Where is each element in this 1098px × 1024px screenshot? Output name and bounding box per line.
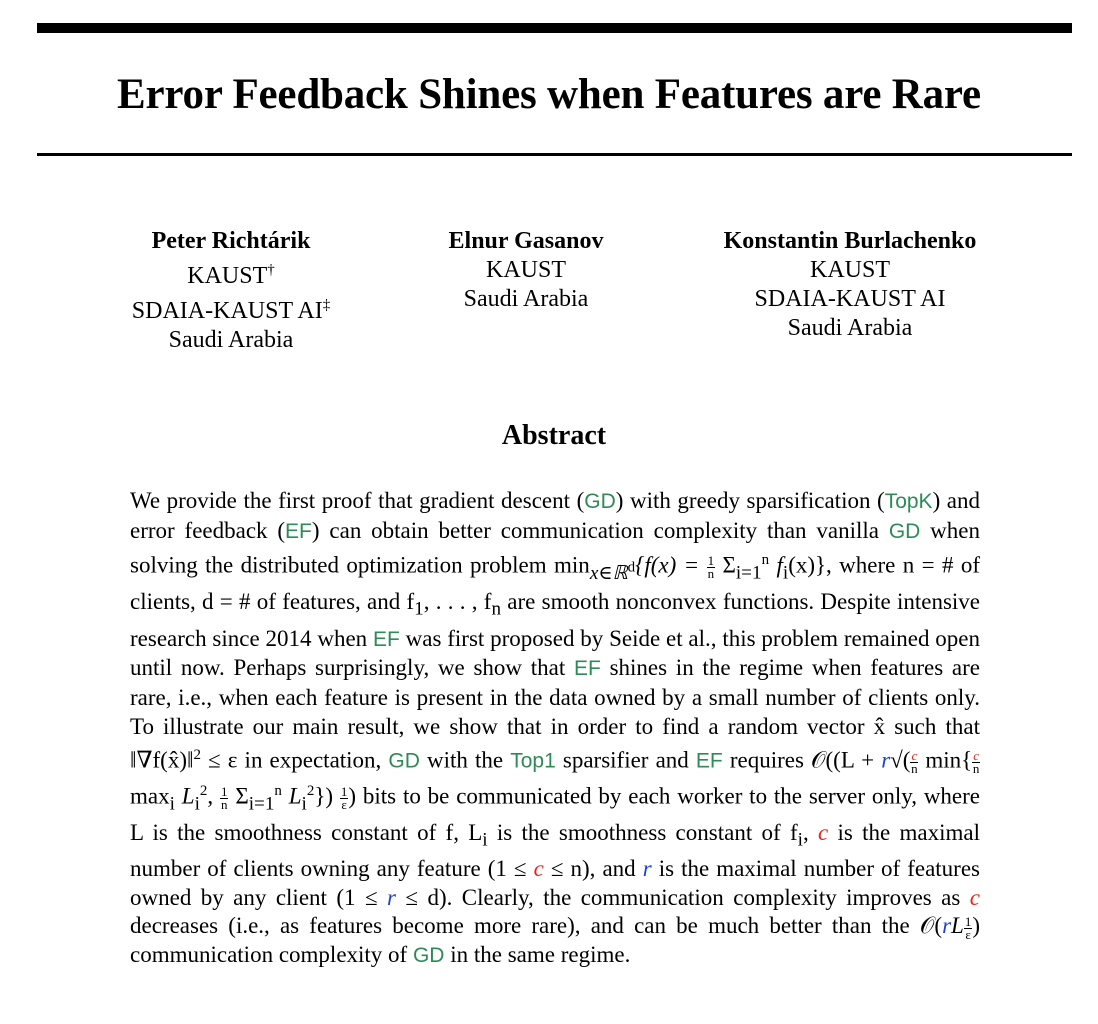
author-affiliation: SDAIA-KAUST AI — [754, 286, 946, 312]
author-country: Saudi Arabia — [787, 315, 913, 341]
acronym-ef[interactable]: EF — [285, 519, 312, 543]
author-block-1: Peter Richtárik KAUST† SDAIA-KAUST AI‡ S… — [96, 227, 366, 355]
author-affiliation: KAUST — [809, 257, 890, 283]
acronym-gd[interactable]: GD — [388, 750, 420, 774]
author-affiliation: SDAIA-KAUST AI‡ — [131, 297, 331, 324]
top-rule — [37, 23, 1072, 33]
param-c: c — [817, 819, 829, 845]
acronym-ef[interactable]: EF — [574, 657, 601, 681]
paper-title: Error Feedback Shines when Features are … — [117, 71, 981, 118]
author-name: Elnur Gasanov — [448, 228, 604, 254]
param-r: r — [881, 748, 891, 774]
author-name: Konstantin Burlachenko — [723, 228, 977, 254]
author-affiliation: KAUST — [485, 257, 566, 283]
param-c: c — [533, 856, 544, 882]
acronym-ef[interactable]: EF — [695, 750, 723, 774]
param-c: c — [969, 884, 980, 910]
param-r: r — [942, 913, 952, 939]
acronym-topk[interactable]: TopK — [884, 490, 933, 513]
abstract-heading: Abstract — [501, 420, 607, 451]
acronym-gd[interactable]: GD — [412, 944, 445, 968]
author-country: Saudi Arabia — [168, 327, 294, 353]
author-affiliation: KAUST† — [187, 262, 275, 289]
author-name: Peter Richtárik — [151, 228, 311, 254]
param-r: r — [387, 884, 396, 910]
acronym-ef[interactable]: EF — [372, 627, 400, 651]
title-rule — [37, 153, 1072, 156]
acronym-top1[interactable]: Top1 — [510, 750, 556, 774]
param-r: r — [642, 856, 652, 882]
author-country: Saudi Arabia — [463, 286, 589, 312]
author-block-2: Elnur Gasanov KAUST Saudi Arabia — [396, 227, 656, 314]
acronym-gd[interactable]: GD — [888, 519, 921, 543]
abstract-text: We provide the first proof that gradient… — [130, 488, 981, 968]
author-block-3: Konstantin Burlachenko KAUST SDAIA-KAUST… — [690, 227, 1010, 343]
acronym-gd[interactable]: GD — [584, 490, 616, 513]
